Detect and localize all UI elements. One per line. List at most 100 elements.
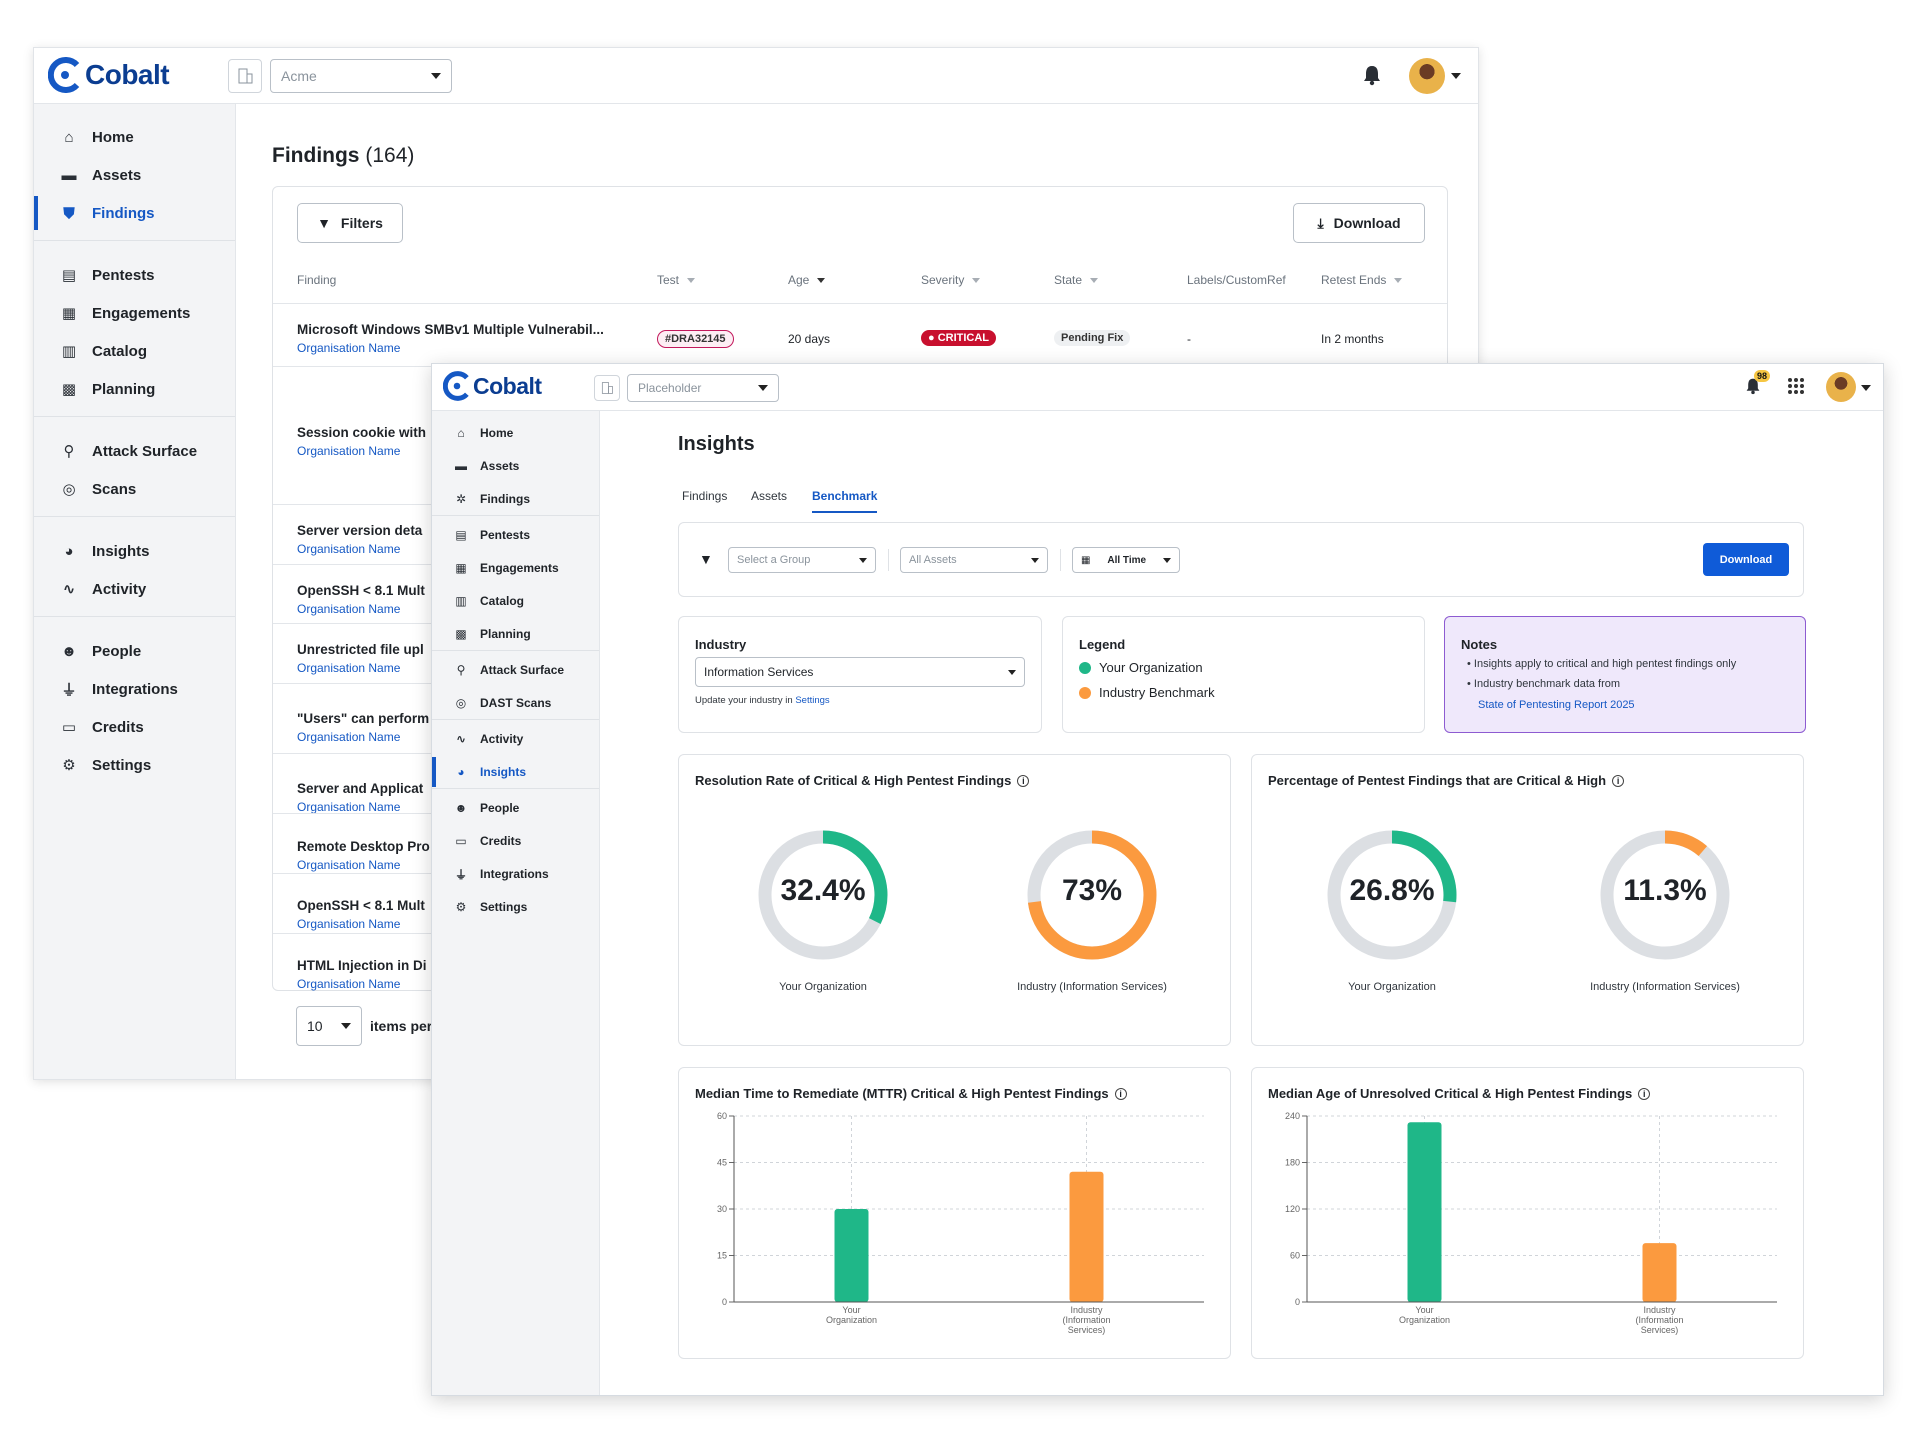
org-select[interactable]: Placeholder <box>627 374 779 402</box>
y-tick-label: 30 <box>717 1204 727 1214</box>
settings-link[interactable]: Settings <box>795 695 830 706</box>
sidebar-item-catalog[interactable]: ▥ Catalog <box>432 592 599 610</box>
y-tick-label: 180 <box>1285 1158 1300 1168</box>
cobalt-logo[interactable]: Cobalt <box>48 57 170 93</box>
sidebar-item-people[interactable]: ☻ People <box>432 799 599 817</box>
sidebar-item-attack-surface[interactable]: ⚲ Attack Surface <box>34 440 235 462</box>
finding-org[interactable]: Organisation Name <box>297 661 401 675</box>
sidebar-item-findings[interactable]: ✲ Findings <box>432 490 599 508</box>
finding-org[interactable]: Organisation Name <box>297 341 401 355</box>
info-icon[interactable]: i <box>1612 775 1625 787</box>
bell-icon[interactable] <box>1362 64 1382 91</box>
bar[interactable] <box>1642 1243 1677 1302</box>
download-button[interactable]: ⤓ Download <box>1293 203 1425 243</box>
column-header-finding[interactable]: Finding <box>297 273 337 287</box>
sidebar-item-pentests[interactable]: ▤ Pentests <box>432 526 599 544</box>
tab-assets[interactable]: Assets <box>751 489 788 503</box>
download-button[interactable]: Download <box>1703 543 1789 576</box>
apps-grid-icon[interactable] <box>1788 378 1804 394</box>
building-icon[interactable] <box>228 59 262 93</box>
filters-button[interactable]: ▼ Filters <box>297 203 403 243</box>
sidebar-item-pentests[interactable]: ▤ Pentests <box>34 264 235 286</box>
finding-org[interactable]: Organisation Name <box>297 730 401 744</box>
finding-title[interactable]: Server and Applicat <box>297 781 424 796</box>
finding-org[interactable]: Organisation Name <box>297 800 401 814</box>
sidebar-item-planning[interactable]: ▩ Planning <box>432 625 599 643</box>
finding-org[interactable]: Organisation Name <box>297 858 401 872</box>
bar[interactable] <box>1407 1122 1442 1302</box>
report-link[interactable]: State of Pentesting Report 2025 <box>1478 699 1635 711</box>
bell-icon[interactable]: 98 <box>1745 370 1771 400</box>
sidebar-item-people[interactable]: ☻ People <box>34 640 235 662</box>
sidebar-item-planning[interactable]: ▩ Planning <box>34 378 235 400</box>
finding-org[interactable]: Organisation Name <box>297 444 401 458</box>
sidebar-item-credits[interactable]: ▭ Credits <box>432 832 599 850</box>
filter-icon[interactable]: ▼ <box>699 551 713 567</box>
bar[interactable] <box>1069 1171 1104 1302</box>
sidebar-item-activity[interactable]: ∿ Activity <box>432 730 599 748</box>
info-icon[interactable]: i <box>1017 775 1030 787</box>
info-icon[interactable]: i <box>1114 1088 1127 1100</box>
finding-title[interactable]: HTML Injection in Di <box>297 958 427 973</box>
column-header-test[interactable]: Test <box>657 273 696 287</box>
chevron-down-icon <box>758 385 768 391</box>
sidebar-item-assets[interactable]: ▬ Assets <box>432 457 599 475</box>
sidebar-item-scans[interactable]: ◎ Scans <box>34 478 235 500</box>
sidebar-item-attack-surface[interactable]: ⚲ Attack Surface <box>432 661 599 679</box>
column-header-age[interactable]: Age <box>788 273 826 287</box>
sidebar-item-home[interactable]: ⌂ Home <box>34 126 235 148</box>
chevron-down-icon[interactable] <box>1861 385 1871 391</box>
finding-org[interactable]: Organisation Name <box>297 977 401 991</box>
assets-select[interactable]: All Assets <box>900 547 1048 573</box>
chevron-down-icon[interactable] <box>1451 73 1461 79</box>
engagement-icon: ▦ <box>61 305 77 322</box>
column-header-labels[interactable]: Labels/CustomRef <box>1187 273 1286 287</box>
finding-org[interactable]: Organisation Name <box>297 917 401 931</box>
avatar[interactable] <box>1409 58 1445 94</box>
finding-title[interactable]: Remote Desktop Pro <box>297 839 430 854</box>
column-header-retest-ends[interactable]: Retest Ends <box>1321 273 1403 287</box>
sidebar-item-findings[interactable]: ⛊ Findings <box>34 196 235 230</box>
sidebar-item-settings[interactable]: ⚙ Settings <box>34 754 235 776</box>
sidebar-item-assets[interactable]: ▬ Assets <box>34 164 235 186</box>
test-badge[interactable]: #DRA32145 <box>657 330 734 348</box>
time-select[interactable]: ▦ All Time <box>1072 547 1180 573</box>
sidebar-item-engagements[interactable]: ▦ Engagements <box>432 559 599 577</box>
sidebar-item-settings[interactable]: ⚙ Settings <box>432 898 599 916</box>
group-select[interactable]: Select a Group <box>728 547 876 573</box>
table-row[interactable]: Microsoft Windows SMBv1 Multiple Vulnera… <box>273 303 1447 366</box>
finding-org[interactable]: Organisation Name <box>297 542 401 556</box>
sidebar-item-credits[interactable]: ▭ Credits <box>34 716 235 738</box>
sidebar-item-insights[interactable]: ◕ Insights <box>34 540 235 562</box>
sidebar-item-activity[interactable]: ∿ Activity <box>34 578 235 600</box>
finding-title[interactable]: "Users" can perform <box>297 711 430 726</box>
sidebar-item-catalog[interactable]: ▥ Catalog <box>34 340 235 362</box>
sidebar-item-integrations[interactable]: ⏚ Integrations <box>34 678 235 700</box>
finding-title[interactable]: Unrestricted file upl <box>297 642 424 657</box>
org-select[interactable]: Acme <box>270 59 452 93</box>
industry-select[interactable]: Information Services <box>695 657 1025 687</box>
finding-title[interactable]: OpenSSH < 8.1 Mult <box>297 898 425 913</box>
cobalt-logo[interactable]: Cobalt <box>443 371 542 401</box>
tab-findings[interactable]: Findings <box>682 489 728 503</box>
sidebar-item-engagements[interactable]: ▦ Engagements <box>34 302 235 324</box>
industry-card: Industry Information Services Update you… <box>678 616 1042 733</box>
avatar[interactable] <box>1826 372 1856 402</box>
tab-benchmark[interactable]: Benchmark <box>812 489 878 513</box>
finding-title[interactable]: Session cookie with <box>297 425 427 440</box>
bar[interactable] <box>834 1209 869 1302</box>
finding-title[interactable]: Microsoft Windows SMBv1 Multiple Vulnera… <box>297 322 604 337</box>
finding-title[interactable]: Server version deta <box>297 523 423 538</box>
sidebar-item-dast-scans[interactable]: ◎ DAST Scans <box>432 694 599 712</box>
sidebar-item-insights[interactable]: ◕ Insights <box>432 757 599 787</box>
finding-title[interactable]: OpenSSH < 8.1 Mult <box>297 583 425 598</box>
finding-org[interactable]: Organisation Name <box>297 602 401 616</box>
column-header-severity[interactable]: Severity <box>921 273 981 287</box>
column-header-state[interactable]: State <box>1054 273 1099 287</box>
info-icon[interactable]: i <box>1638 1088 1651 1100</box>
filter-icon: ▼ <box>317 215 331 231</box>
sidebar-item-home[interactable]: ⌂ Home <box>432 424 599 442</box>
building-icon[interactable] <box>594 375 620 401</box>
page-size-select[interactable]: 10 <box>296 1006 362 1046</box>
sidebar-item-integrations[interactable]: ⏚ Integrations <box>432 865 599 883</box>
